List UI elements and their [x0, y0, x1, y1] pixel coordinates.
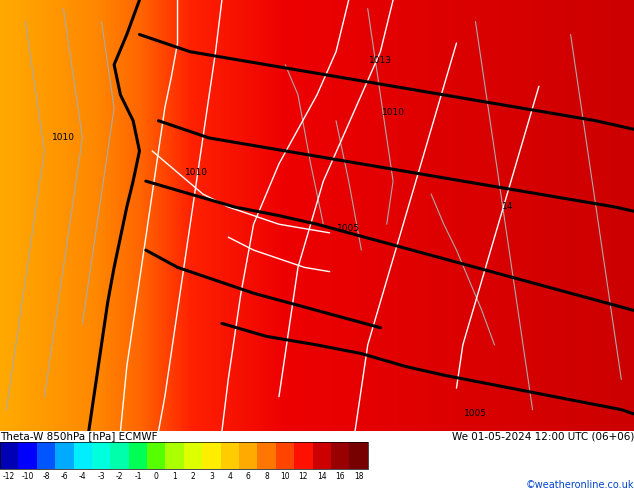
Text: We 01-05-2024 12:00 UTC (06+06): We 01-05-2024 12:00 UTC (06+06): [451, 431, 634, 441]
Text: 4: 4: [228, 472, 232, 481]
Text: 6: 6: [246, 472, 250, 481]
Text: 1005: 1005: [337, 224, 360, 233]
Bar: [18, 442, 37, 469]
Text: -6: -6: [60, 472, 68, 481]
Text: -1: -1: [134, 472, 141, 481]
Bar: [110, 442, 129, 469]
Text: 16: 16: [335, 472, 345, 481]
Text: 1013: 1013: [369, 56, 392, 65]
Text: -10: -10: [22, 472, 34, 481]
Text: -3: -3: [97, 472, 105, 481]
Bar: [221, 442, 239, 469]
Text: 1010: 1010: [382, 108, 404, 117]
Text: 1: 1: [172, 472, 177, 481]
Text: 12: 12: [299, 472, 308, 481]
Bar: [0, 442, 18, 469]
Bar: [349, 442, 368, 469]
Bar: [313, 442, 331, 469]
Text: -8: -8: [42, 472, 49, 481]
Text: ©weatheronline.co.uk: ©weatheronline.co.uk: [526, 480, 634, 490]
Bar: [0, 442, 368, 469]
Text: 8: 8: [264, 472, 269, 481]
Bar: [276, 442, 294, 469]
Bar: [239, 442, 257, 469]
Text: -2: -2: [116, 472, 123, 481]
Text: -12: -12: [3, 472, 15, 481]
Bar: [257, 442, 276, 469]
Bar: [165, 442, 184, 469]
Text: 0: 0: [154, 472, 158, 481]
Bar: [37, 442, 55, 469]
Text: 10: 10: [280, 472, 290, 481]
Bar: [129, 442, 147, 469]
Bar: [55, 442, 74, 469]
Bar: [331, 442, 349, 469]
Text: 2: 2: [191, 472, 195, 481]
Bar: [294, 442, 313, 469]
Text: 1005: 1005: [464, 410, 487, 418]
Text: 14: 14: [501, 202, 513, 212]
Bar: [184, 442, 202, 469]
Bar: [92, 442, 110, 469]
Text: Theta-W 850hPa [hPa] ECMWF: Theta-W 850hPa [hPa] ECMWF: [0, 431, 157, 441]
Text: 1010: 1010: [52, 133, 75, 143]
Text: 18: 18: [354, 472, 363, 481]
Text: 3: 3: [209, 472, 214, 481]
Bar: [147, 442, 165, 469]
Bar: [202, 442, 221, 469]
Text: 1010: 1010: [185, 168, 208, 177]
Text: 14: 14: [317, 472, 327, 481]
Bar: [74, 442, 92, 469]
Text: -4: -4: [79, 472, 87, 481]
